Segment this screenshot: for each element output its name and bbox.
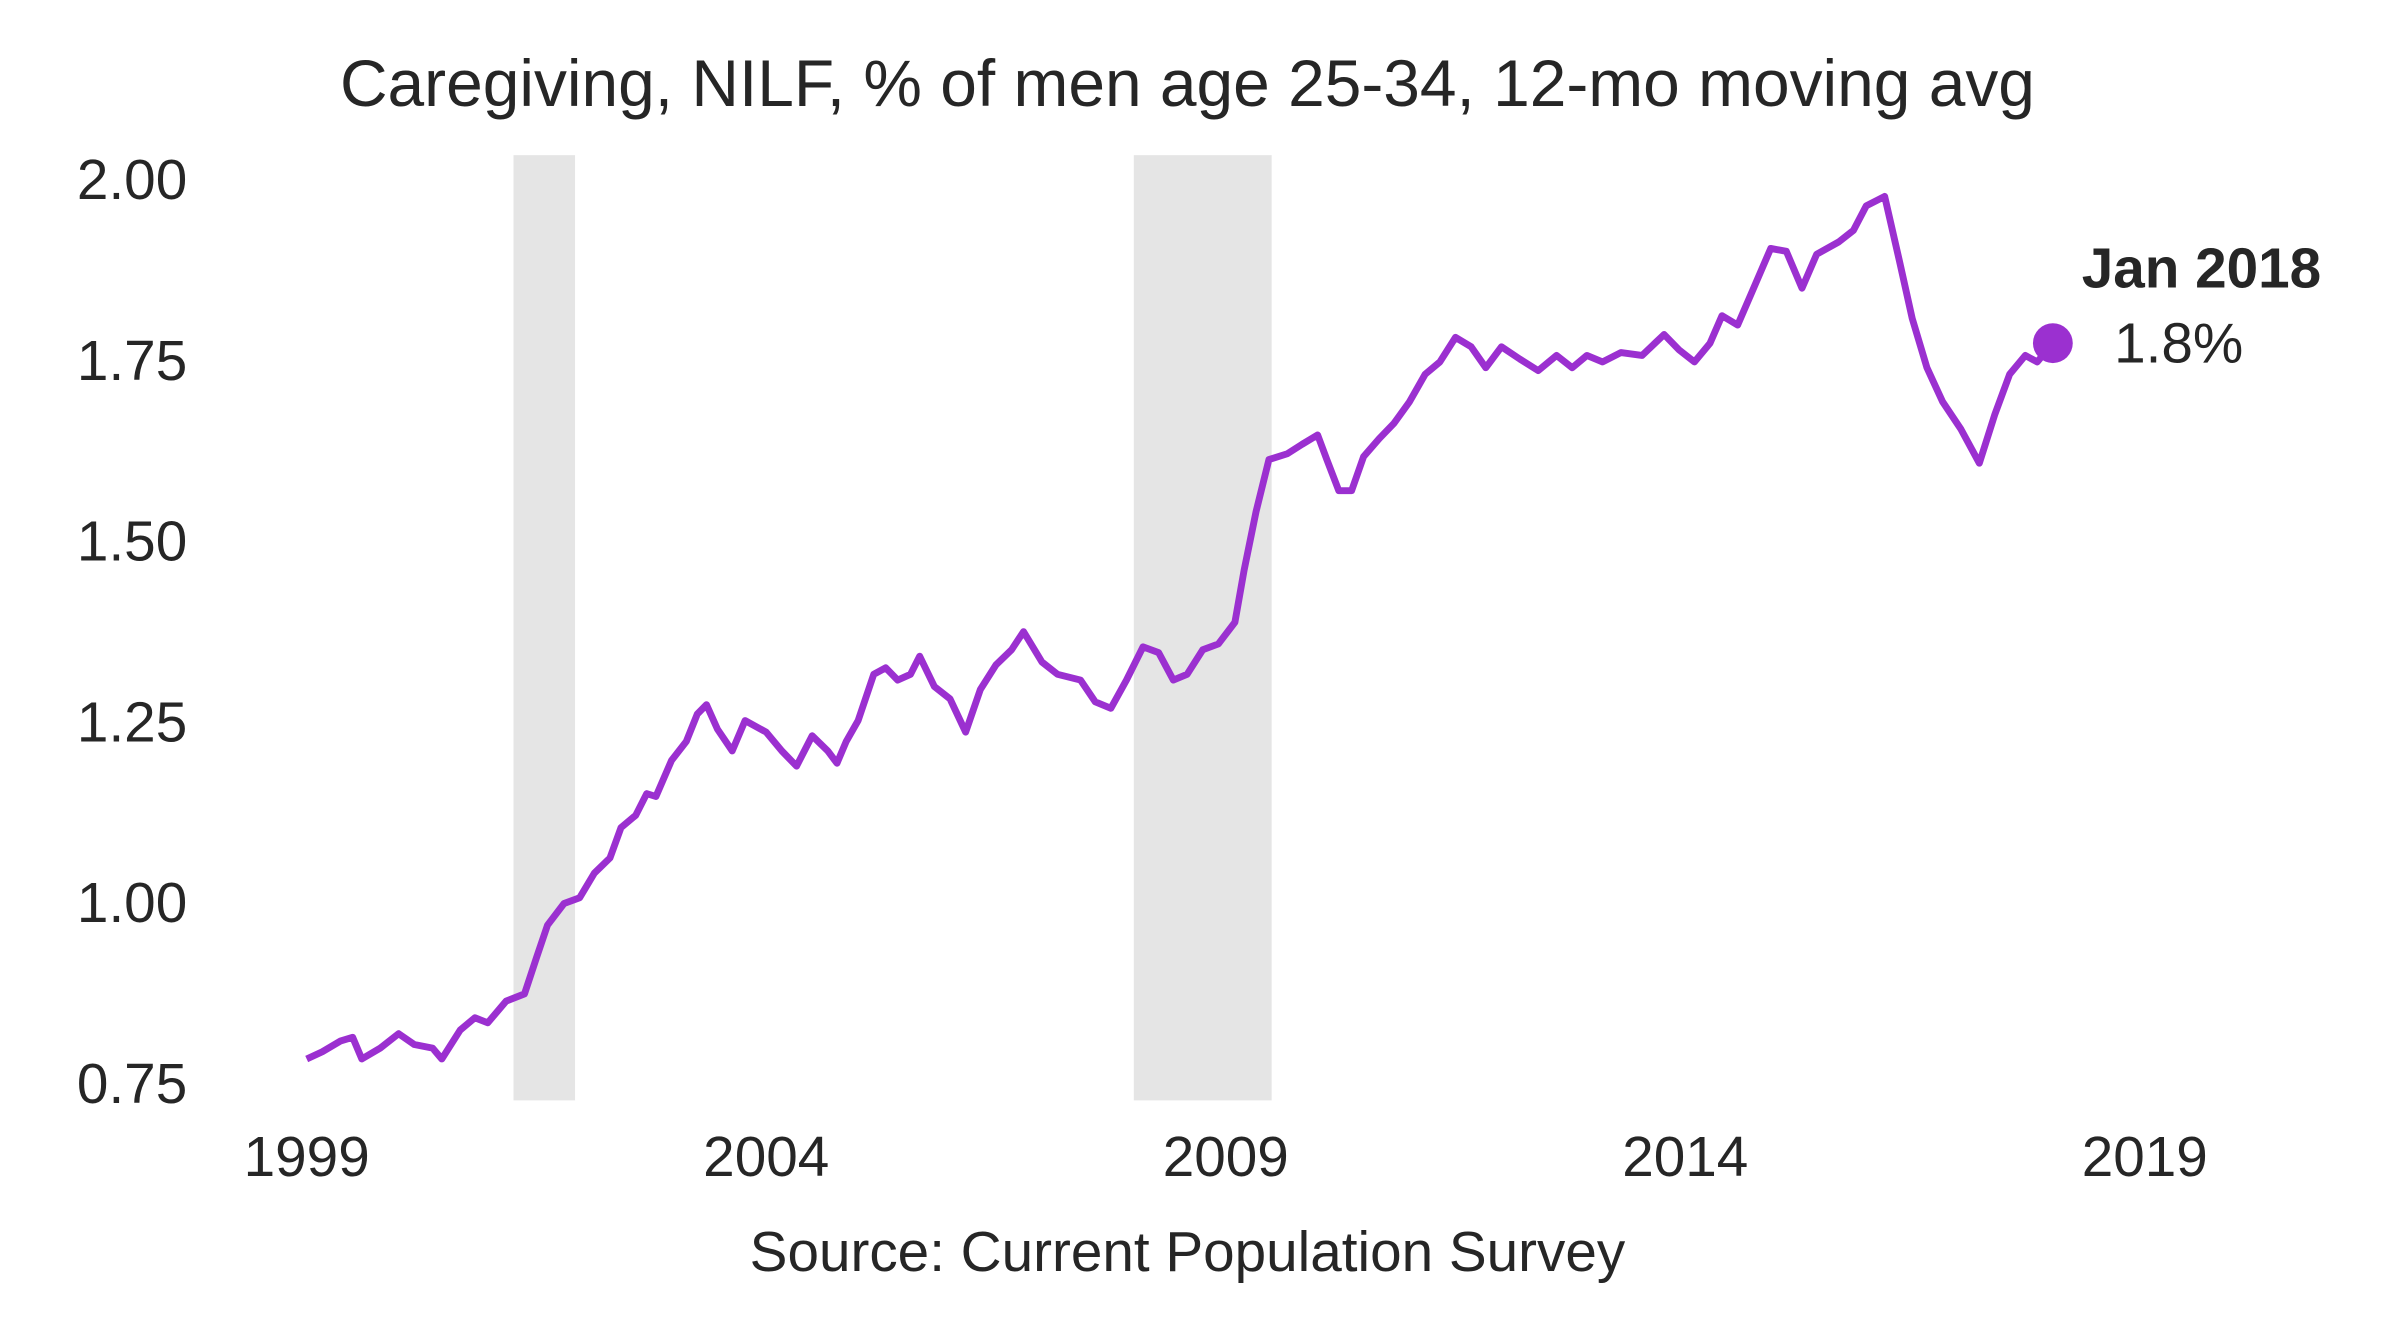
y-tick-label: 1.50 bbox=[77, 511, 187, 574]
x-tick-label: 2014 bbox=[1622, 1126, 1748, 1189]
x-tick-label: 2009 bbox=[1163, 1126, 1289, 1189]
data-line bbox=[305, 192, 2056, 1063]
y-tick-label: 1.75 bbox=[77, 330, 187, 393]
chart-title: Caregiving, NILF, % of men age 25-34, 12… bbox=[340, 46, 2035, 120]
x-tick-label: 2004 bbox=[703, 1126, 829, 1189]
annotation-value: 1.8% bbox=[2114, 313, 2243, 376]
y-tick-label: 1.25 bbox=[77, 691, 187, 754]
recession-band bbox=[513, 155, 576, 1101]
annotation-date: Jan 2018 bbox=[2082, 238, 2321, 301]
x-axis-label: Source: Current Population Survey bbox=[750, 1221, 1626, 1284]
y-tick-label: 2.00 bbox=[77, 149, 187, 212]
x-tick-label: 1999 bbox=[244, 1126, 370, 1189]
y-tick-label: 1.00 bbox=[77, 872, 187, 935]
end-point bbox=[2032, 323, 2073, 364]
y-tick-label: 0.75 bbox=[77, 1053, 187, 1116]
recession-band bbox=[1133, 155, 1272, 1101]
x-tick-label: 2019 bbox=[2082, 1126, 2208, 1189]
